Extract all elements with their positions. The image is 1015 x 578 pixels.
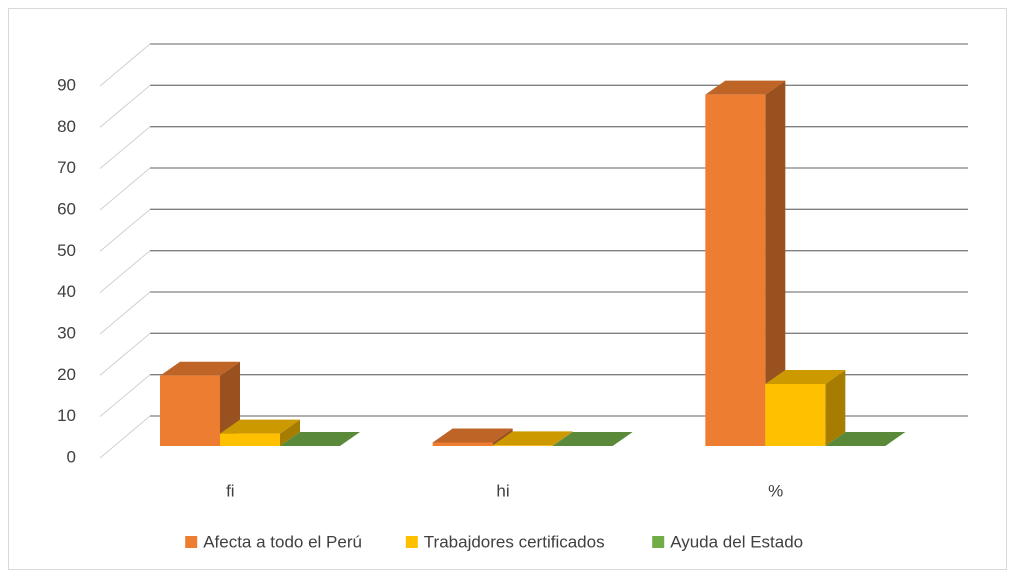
bar xyxy=(220,419,300,446)
chart-frame xyxy=(8,8,1007,570)
y-tick-label: 10 xyxy=(57,406,76,425)
y-tick-label: 60 xyxy=(57,199,76,218)
bar-top xyxy=(705,80,786,95)
grid-line-depth xyxy=(99,208,151,252)
y-tick-label: 90 xyxy=(57,75,76,94)
bar xyxy=(280,432,360,446)
bar-front xyxy=(492,445,553,446)
bar-side xyxy=(765,80,786,447)
legend-swatch xyxy=(652,536,665,548)
bar-side xyxy=(552,431,573,446)
bar xyxy=(825,432,906,446)
grid-line-depth xyxy=(99,84,151,128)
bar-front xyxy=(765,384,826,446)
y-tick-label: 40 xyxy=(57,282,76,301)
legend-swatch xyxy=(185,536,198,548)
bar xyxy=(492,431,573,446)
legend-label: Ayuda del Estado xyxy=(670,532,803,551)
bar xyxy=(705,80,786,447)
bar-top xyxy=(160,361,240,376)
bar-front xyxy=(160,375,220,446)
bar xyxy=(552,432,633,446)
grid-line-depth xyxy=(99,126,151,170)
y-tick-label: 0 xyxy=(67,447,76,466)
grid-line-depth xyxy=(99,415,151,459)
bar-top xyxy=(765,370,846,384)
bar-side xyxy=(492,428,513,446)
legend-label: Trabajdores certificados xyxy=(424,532,605,551)
bar-top xyxy=(220,419,300,434)
grid-line-depth xyxy=(99,291,151,335)
x-tick-label: % xyxy=(768,481,783,500)
bar xyxy=(432,428,513,446)
bar-side xyxy=(825,370,846,446)
grid-line-depth xyxy=(99,332,151,376)
y-tick-label: 30 xyxy=(57,323,76,342)
bar xyxy=(765,370,846,446)
y-tick-label: 80 xyxy=(57,117,76,136)
bar-front xyxy=(432,442,493,446)
bar-front xyxy=(220,433,280,446)
bar-front xyxy=(705,94,766,447)
bar-top xyxy=(492,431,573,446)
grid-line-depth xyxy=(99,250,151,294)
bar xyxy=(160,361,240,446)
grid-line-depth xyxy=(99,374,151,418)
y-tick-label: 50 xyxy=(57,241,76,260)
bar-top xyxy=(280,432,360,446)
bar-top xyxy=(825,432,906,446)
grid-line-depth xyxy=(99,167,151,211)
legend-label: Afecta a todo el Perú xyxy=(203,532,362,551)
x-tick-label: fi xyxy=(226,481,235,500)
x-tick-label: hi xyxy=(496,481,509,500)
bar-side xyxy=(280,419,300,446)
y-tick-label: 20 xyxy=(57,365,76,384)
bar-top xyxy=(432,428,513,443)
bar-top xyxy=(552,432,633,446)
legend-swatch xyxy=(405,536,418,548)
grid-line-depth xyxy=(99,43,151,87)
y-tick-label: 70 xyxy=(57,158,76,177)
